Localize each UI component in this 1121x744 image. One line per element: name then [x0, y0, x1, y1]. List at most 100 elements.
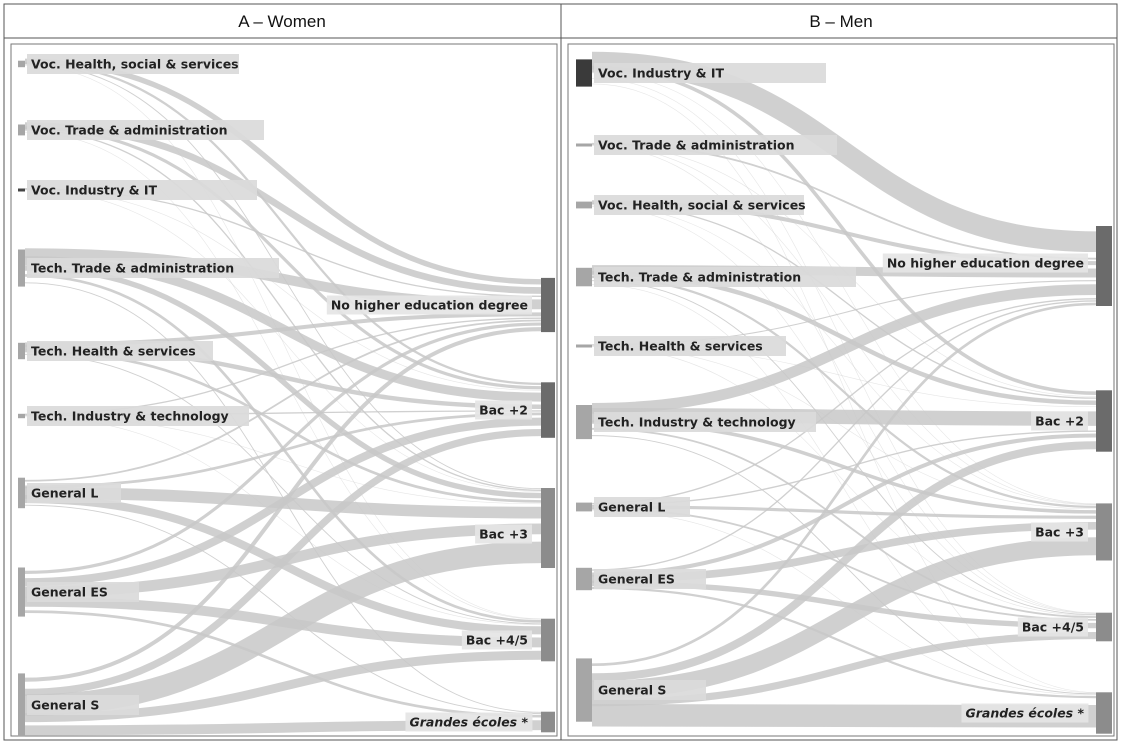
flow-general-l-to-no-higher-education-degree: [591, 298, 1097, 505]
source-label-general-l: General L: [598, 500, 665, 515]
source-label-box-general-s: [27, 695, 139, 715]
flow-general-s-to-bac-2: [591, 441, 1097, 682]
source-label-general-s: General S: [31, 698, 99, 713]
flow-voc-trade-administration-to-bac-4-5: [591, 145, 1097, 614]
source-node-tech-trade-administration: [576, 267, 592, 287]
source-node-general-l: [576, 502, 592, 512]
flow-voc-trade-administration-to-bac-3: [24, 129, 542, 491]
flow-general-l-to-grandes-ecoles: [24, 504, 542, 715]
target-label-box: [461, 630, 532, 650]
source-label-voc-health-social-services: Voc. Health, social & services: [598, 198, 806, 213]
target-label-bac-3: Bac +3: [1035, 525, 1084, 540]
source-node-general-s: [576, 658, 592, 722]
source-label-box-tech-industry-technology: [27, 406, 249, 426]
target-label-bac-4-5: Bac +4/5: [1022, 620, 1084, 635]
flow-general-s-to-bac-2: [24, 428, 542, 696]
target-label-no-higher-education-degree: No higher education degree: [887, 256, 1084, 271]
target-label-bac-2: Bac +2: [1035, 414, 1084, 429]
source-label-tech-industry-technology: Tech. Industry & technology: [598, 415, 796, 430]
source-label-box-general-l: [27, 483, 121, 503]
flow-voc-trade-administration-to-bac-3: [591, 144, 1097, 505]
target-node-no-higher-education-degree: [541, 277, 555, 333]
source-label-tech-trade-administration: Tech. Trade & administration: [31, 261, 234, 276]
target-label-box: [475, 400, 532, 420]
flow-general-es-to-no-higher-education-degree: [24, 322, 542, 574]
flow-tech-industry-technology-to-no-higher-education-degree: [591, 284, 1097, 414]
source-node-tech-trade-administration: [18, 249, 25, 287]
source-node-general-es: [576, 567, 592, 591]
target-node-bac-2: [1096, 390, 1112, 452]
panel-title-women: A – Women: [238, 12, 326, 31]
target-label-bac-4-5: Bac +4/5: [466, 633, 528, 648]
source-label-voc-health-social-services: Voc. Health, social & services: [31, 57, 239, 72]
sankey-panel-men: Voc. Industry & IT Voc. Trade & administr…: [567, 43, 1115, 737]
source-label-box-voc-health-social-services: [27, 54, 239, 74]
source-label-general-s: General S: [598, 683, 666, 698]
target-nodes-men: No higher education degree Bac +2 Bac +3 Ba…: [882, 226, 1112, 734]
target-node-bac-4-5: [541, 618, 555, 662]
flow-voc-industry-it-to-bac-3: [591, 72, 1097, 505]
source-label-box-general-es: [594, 569, 706, 589]
source-label-voc-industry-it: Voc. Industry & IT: [31, 183, 157, 198]
target-label-bac-2: Bac +2: [479, 403, 528, 418]
target-node-bac-2: [541, 382, 555, 438]
target-label-grandes-ecoles: Grandes écoles *: [409, 715, 528, 730]
flow-tech-industry-technology-to-bac-4-5: [591, 427, 1097, 618]
target-label-bac-3: Bac +3: [479, 527, 528, 542]
source-node-tech-health-services: [576, 344, 592, 348]
source-label-tech-health-services: Tech. Health & services: [598, 339, 763, 354]
source-node-tech-health-services: [18, 342, 25, 360]
source-label-tech-health-services: Tech. Health & services: [31, 344, 196, 359]
source-node-general-es: [18, 567, 25, 617]
target-label-box: [326, 295, 532, 315]
flow-voc-trade-administration-to-bac-2: [24, 126, 542, 390]
source-label-general-es: General ES: [31, 585, 108, 600]
source-label-box-voc-trade-administration: [594, 135, 837, 155]
target-node-no-higher-education-degree: [1096, 226, 1112, 306]
source-label-tech-trade-administration: Tech. Trade & administration: [598, 270, 801, 285]
source-node-voc-industry-it: [576, 59, 592, 87]
target-node-bac-3: [1096, 503, 1112, 561]
target-label-box: [961, 703, 1089, 723]
source-node-voc-health-social-services: [18, 60, 25, 68]
source-label-box-tech-health-services: [594, 336, 786, 356]
target-label-box: [1017, 617, 1088, 637]
source-label-box-tech-trade-administration: [594, 267, 856, 287]
target-node-bac-3: [541, 488, 555, 568]
source-label-voc-trade-administration: Voc. Trade & administration: [31, 123, 228, 138]
source-node-voc-trade-administration: [18, 124, 25, 136]
source-label-box-general-l: [594, 497, 690, 517]
source-label-box-tech-trade-administration: [27, 258, 279, 278]
source-label-box-voc-trade-administration: [27, 120, 264, 140]
target-nodes-women: No higher education degree Bac +2 Bac +3 Ba…: [326, 277, 555, 733]
target-label-box: [1031, 411, 1088, 431]
flow-voc-industry-it-to-bac-2: [24, 189, 542, 391]
flow-general-s-to-no-higher-education-degree: [24, 327, 542, 682]
flow-tech-trade-administration-to-grandes-ecoles: [591, 284, 1097, 694]
source-node-voc-industry-it: [18, 188, 25, 192]
source-node-voc-trade-administration: [576, 143, 592, 147]
source-label-box-general-s: [594, 680, 706, 700]
flow-voc-health-social-services-to-bac-4-5: [24, 65, 542, 620]
flow-general-s-to-no-higher-education-degree: [591, 302, 1097, 667]
target-node-bac-4-5: [1096, 612, 1112, 642]
source-nodes-men: Voc. Industry & IT Voc. Trade & administr…: [576, 59, 856, 722]
panel-title-men: B – Men: [809, 12, 872, 31]
source-node-general-l: [18, 477, 25, 509]
flow-general-es-to-bac-2: [591, 433, 1097, 577]
flow-general-es-to-no-higher-education-degree: [591, 300, 1097, 571]
source-label-box-voc-health-social-services: [594, 195, 804, 215]
flow-general-l-to-no-higher-education-degree: [24, 319, 542, 482]
flow-tech-industry-technology-to-bac-4-5: [24, 416, 542, 625]
flow-voc-industry-it-to-grandes-ecoles: [591, 83, 1097, 693]
source-label-tech-industry-technology: Tech. Industry & technology: [31, 409, 229, 424]
source-label-box-tech-industry-technology: [594, 412, 816, 432]
flow-voc-industry-it-to-bac-2: [591, 65, 1097, 395]
source-nodes-women: Voc. Health, social & services Voc. Trade…: [18, 54, 279, 737]
source-node-voc-health-social-services: [576, 201, 592, 209]
source-label-box-voc-industry-it: [594, 63, 826, 83]
flow-tech-trade-administration-to-bac-4-5: [591, 280, 1097, 616]
flow-general-es-to-grandes-ecoles: [24, 610, 542, 718]
source-node-tech-industry-technology: [576, 405, 592, 440]
